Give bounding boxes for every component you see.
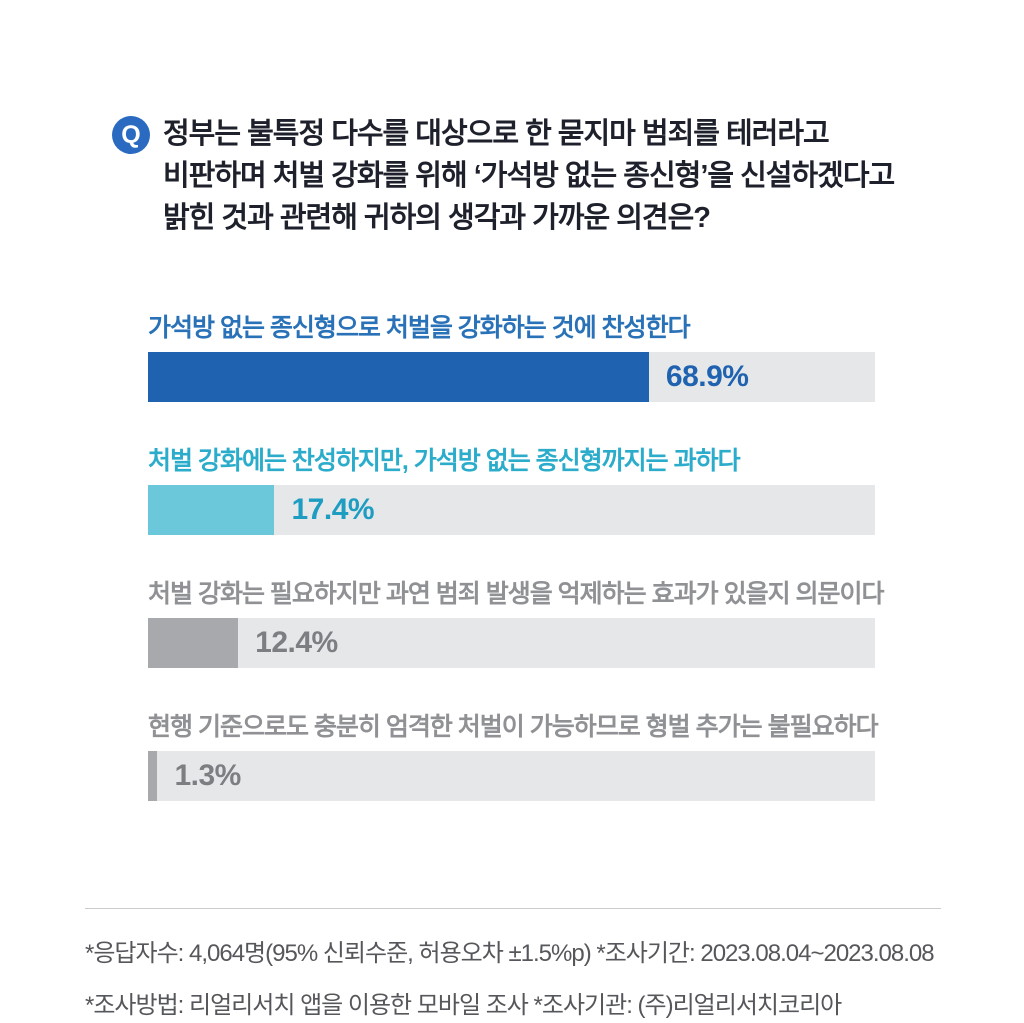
bar-fill (148, 485, 275, 535)
bar-value-label: 17.4% (291, 493, 375, 526)
bar-row: 현행 기준으로도 충분히 엄격한 처벌이 가능하므로 형벌 추가는 불필요하다 … (148, 712, 879, 801)
question-text: 정부는 불특정 다수를 대상으로 한 묻지마 범죄를 테러라고 비판하며 처벌 … (163, 113, 895, 239)
question-line-1: 정부는 불특정 다수를 대상으로 한 묻지마 범죄를 테러라고 (163, 118, 830, 150)
bar-row: 가석방 없는 종신형으로 처벌을 강화하는 것에 찬성한다 68.9% (148, 313, 875, 402)
bar-value-label: 12.4% (255, 626, 338, 659)
bar-row: 처벌 강화에는 찬성하지만, 가석방 없는 종신형까지는 과하다 17.4% (148, 446, 875, 535)
question-block: Q 정부는 불특정 다수를 대상으로 한 묻지마 범죄를 테러라고 비판하며 처… (0, 0, 1024, 239)
bar-track: 1.3% (148, 751, 875, 801)
bar-category-label: 처벌 강화에는 찬성하지만, 가석방 없는 종신형까지는 과하다 (148, 447, 741, 475)
bar-chart: 가석방 없는 종신형으로 처벌을 강화하는 것에 찬성한다 68.9% 처벌 강… (148, 313, 885, 801)
bar-track: 17.4% (148, 485, 875, 535)
bar-category-label: 현행 기준으로도 충분히 엄격한 처벌이 가능하므로 형벌 추가는 불필요하다 (148, 713, 879, 741)
bar-value-label: 68.9% (665, 360, 749, 393)
footer-survey-method-and-agency: *조사방법: 리얼리서치 앱을 이용한 모바일 조사 *조사기관: (주)리얼리… (85, 992, 842, 1019)
bar-row: 처벌 강화는 필요하지만 과연 범죄 발생을 억제하는 효과가 있을지 의문이다… (148, 579, 885, 668)
question-q-icon: Q (112, 116, 150, 154)
bar-fill (148, 618, 239, 668)
bar-category-label: 처벌 강화는 필요하지만 과연 범죄 발생을 억제하는 효과가 있을지 의문이다 (148, 580, 885, 608)
question-line-2: 비판하며 처벌 강화를 위해 ‘가석방 없는 종신형’을 신설하겠다고 (163, 160, 895, 192)
footer: *응답자수: 4,064명(95% 신뢰수준, 허용오차 ±1.5%p) *조사… (85, 908, 941, 1020)
bar-track: 68.9% (148, 352, 875, 402)
footer-divider (85, 908, 941, 909)
bar-category-label: 가석방 없는 종신형으로 처벌을 강화하는 것에 찬성한다 (148, 314, 691, 342)
bar-track: 12.4% (148, 618, 875, 668)
bar-fill (148, 352, 649, 402)
bar-fill (148, 751, 158, 801)
bar-value-label: 1.3% (174, 759, 241, 792)
question-line-3: 밝힌 것과 관련해 귀하의 생각과 가까운 의견은? (163, 202, 711, 234)
footer-survey-sample-and-period: *응답자수: 4,064명(95% 신뢰수준, 허용오차 ±1.5%p) *조사… (85, 940, 935, 967)
